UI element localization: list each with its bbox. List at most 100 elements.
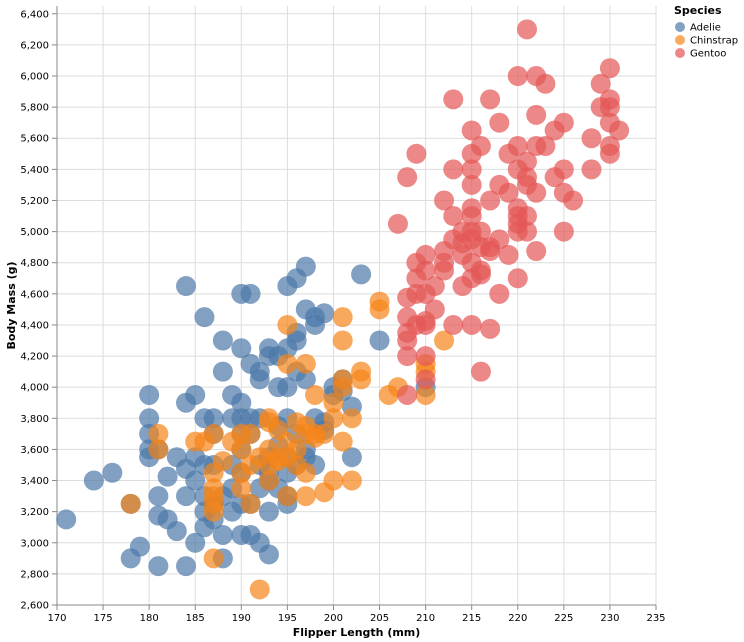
x-tick-label: 205 bbox=[370, 613, 389, 624]
point-adelie bbox=[314, 303, 335, 324]
x-tick-label: 225 bbox=[554, 613, 573, 624]
point-chinstrap bbox=[332, 369, 353, 390]
point-gentoo bbox=[480, 190, 501, 211]
legend-title: Species bbox=[674, 4, 722, 17]
y-axis-title: Body Mass (g) bbox=[5, 261, 18, 349]
legend-swatch-chinstrap bbox=[675, 35, 685, 45]
axes: 170 175 180 185 190 195 200 205 210 215 220 225 230 2… bbox=[20, 6, 666, 624]
legend-swatch-adelie bbox=[675, 22, 685, 32]
point-gentoo bbox=[526, 241, 547, 262]
point-adelie bbox=[176, 556, 197, 577]
point-gentoo bbox=[470, 264, 491, 285]
y-tick-label: 5,200 bbox=[20, 196, 49, 207]
point-chinstrap bbox=[341, 470, 362, 491]
legend-label-gentoo: Gentoo bbox=[690, 49, 726, 60]
point-chinstrap bbox=[305, 384, 326, 405]
point-gentoo bbox=[480, 318, 501, 339]
y-tick-label: 2,800 bbox=[20, 569, 49, 580]
point-adelie bbox=[139, 408, 160, 429]
y-tick-label: 5,400 bbox=[20, 165, 49, 176]
point-gentoo bbox=[397, 167, 418, 188]
point-chinstrap bbox=[332, 330, 353, 351]
point-adelie bbox=[369, 330, 390, 351]
point-adelie bbox=[185, 470, 206, 491]
point-gentoo bbox=[599, 136, 620, 157]
point-gentoo bbox=[461, 206, 482, 227]
point-chinstrap bbox=[286, 439, 307, 460]
point-gentoo bbox=[535, 136, 556, 157]
point-chinstrap bbox=[231, 439, 252, 460]
point-adelie bbox=[56, 509, 77, 530]
point-gentoo bbox=[489, 112, 510, 133]
x-tick-label: 180 bbox=[140, 613, 159, 624]
point-gentoo bbox=[516, 167, 537, 188]
point-adelie bbox=[203, 408, 224, 429]
point-gentoo bbox=[535, 73, 556, 94]
point-chinstrap bbox=[277, 353, 298, 374]
point-gentoo bbox=[415, 260, 436, 281]
point-gentoo bbox=[443, 206, 464, 227]
point-gentoo bbox=[581, 159, 602, 180]
point-adelie bbox=[295, 256, 316, 277]
point-gentoo bbox=[498, 244, 519, 265]
point-chinstrap bbox=[314, 423, 335, 444]
point-chinstrap bbox=[258, 470, 279, 491]
legend-swatch-gentoo bbox=[675, 48, 685, 58]
y-tick-label: 5,600 bbox=[20, 134, 49, 145]
point-chinstrap bbox=[120, 493, 141, 514]
y-tick-label: 5,000 bbox=[20, 227, 49, 238]
point-gentoo bbox=[470, 361, 491, 382]
point-adelie bbox=[240, 283, 261, 304]
point-gentoo bbox=[553, 221, 574, 242]
x-tick-label: 235 bbox=[646, 613, 665, 624]
point-chinstrap bbox=[434, 330, 455, 351]
y-tick-label: 3,600 bbox=[20, 445, 49, 456]
point-chinstrap bbox=[203, 548, 224, 569]
point-chinstrap bbox=[249, 579, 270, 600]
point-gentoo bbox=[387, 213, 408, 234]
point-gentoo bbox=[461, 159, 482, 180]
y-tick-label: 6,200 bbox=[20, 40, 49, 51]
point-chinstrap bbox=[148, 423, 169, 444]
point-adelie bbox=[212, 330, 233, 351]
point-chinstrap bbox=[323, 470, 344, 491]
point-chinstrap bbox=[332, 307, 353, 328]
legend-label-adelie: Adelie bbox=[690, 23, 721, 34]
point-chinstrap bbox=[240, 493, 261, 514]
point-chinstrap bbox=[369, 291, 390, 312]
point-chinstrap bbox=[277, 486, 298, 507]
legend: Species Adelie Chinstrap Gentoo bbox=[674, 4, 738, 60]
point-gentoo bbox=[599, 89, 620, 110]
point-gentoo bbox=[516, 151, 537, 172]
point-chinstrap bbox=[212, 451, 233, 472]
point-gentoo bbox=[516, 206, 537, 227]
point-chinstrap bbox=[295, 353, 316, 374]
point-adelie bbox=[83, 470, 104, 491]
point-chinstrap bbox=[295, 462, 316, 483]
y-tick-label: 4,400 bbox=[20, 320, 49, 331]
point-gentoo bbox=[470, 221, 491, 242]
x-tick-label: 220 bbox=[508, 613, 527, 624]
x-tick-label: 185 bbox=[186, 613, 205, 624]
point-gentoo bbox=[581, 128, 602, 149]
point-adelie bbox=[249, 361, 270, 382]
point-adelie bbox=[148, 486, 169, 507]
point-adelie bbox=[231, 392, 252, 413]
x-tick-label: 190 bbox=[232, 613, 251, 624]
point-gentoo bbox=[415, 346, 436, 367]
point-chinstrap bbox=[148, 439, 169, 460]
point-gentoo bbox=[553, 112, 574, 133]
point-adelie bbox=[185, 532, 206, 553]
point-gentoo bbox=[507, 136, 528, 157]
point-adelie bbox=[139, 384, 160, 405]
point-chinstrap bbox=[323, 408, 344, 429]
point-adelie bbox=[176, 486, 197, 507]
point-adelie bbox=[258, 544, 279, 565]
point-gentoo bbox=[526, 182, 547, 203]
point-gentoo bbox=[415, 244, 436, 265]
point-chinstrap bbox=[295, 486, 316, 507]
grid-lines bbox=[56, 6, 657, 606]
x-tick-label: 170 bbox=[47, 613, 66, 624]
y-tick-label: 3,200 bbox=[20, 507, 49, 518]
point-gentoo bbox=[526, 104, 547, 125]
